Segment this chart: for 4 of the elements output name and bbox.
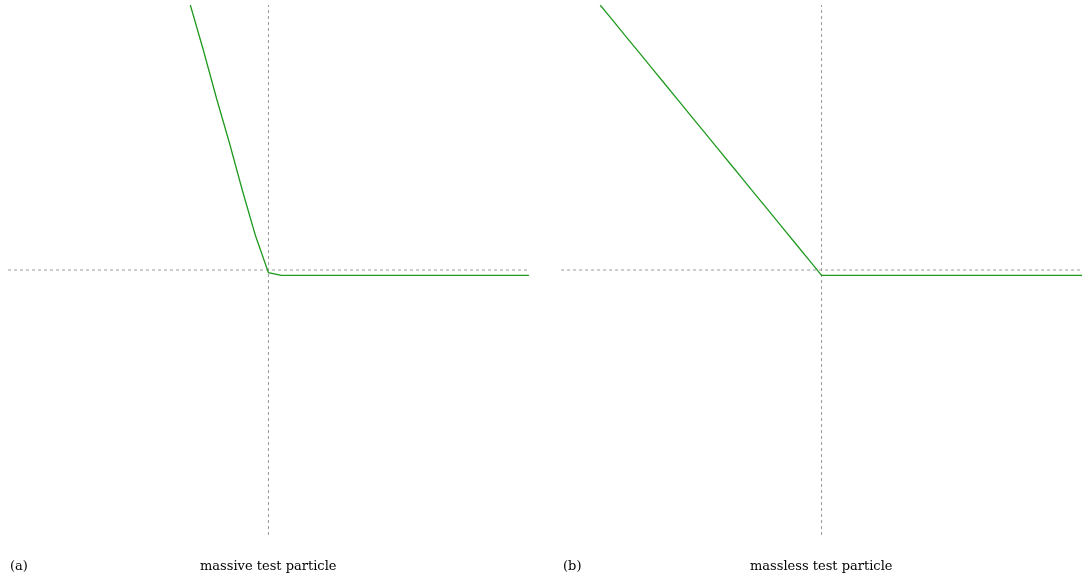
text: massive test particle — [200, 558, 337, 573]
text: (b) — [563, 558, 582, 573]
text: (a) — [10, 558, 28, 573]
text: massless test particle — [750, 558, 893, 573]
